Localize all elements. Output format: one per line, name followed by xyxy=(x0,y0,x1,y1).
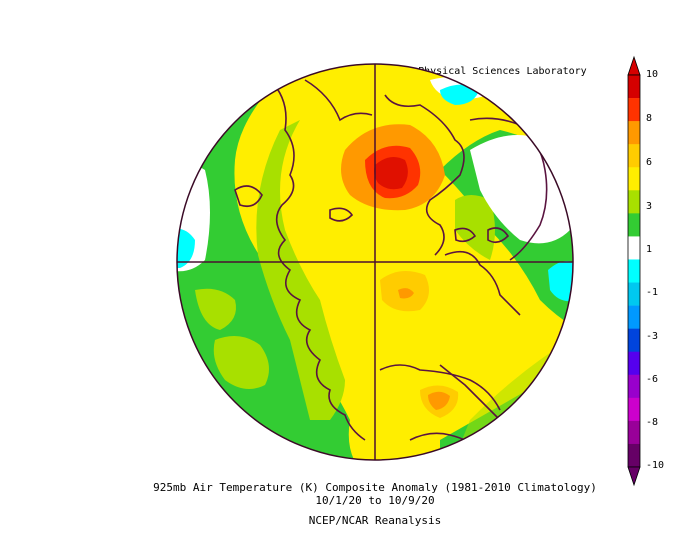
colorbar-segment xyxy=(628,167,640,191)
colorbar-segment xyxy=(628,213,640,237)
coast-alaska xyxy=(379,364,501,411)
colorbar-segment xyxy=(628,420,640,445)
colorbar-segment xyxy=(628,144,640,168)
coast-island-1 xyxy=(234,185,263,208)
colorbar-label: -10 xyxy=(646,460,665,471)
colorbar-label: 6 xyxy=(646,157,653,168)
coast-west xyxy=(269,79,366,441)
cyan-top-patch xyxy=(440,84,480,105)
colorbar-segment xyxy=(628,259,640,283)
lime-east-patch xyxy=(455,195,495,260)
colorbar-label: -8 xyxy=(646,417,659,428)
coast-arctic-islands xyxy=(444,250,521,316)
orange-center-core xyxy=(398,288,414,299)
map-title: 925mb Air Temperature (K) Composite Anom… xyxy=(153,481,597,494)
colorbar-top-arrow xyxy=(627,55,641,76)
colorbar-label: 1 xyxy=(646,244,653,255)
coastlines xyxy=(234,79,548,451)
lime-band xyxy=(256,120,345,420)
colorbar-label: 3 xyxy=(646,201,653,212)
colorbar-label: 8 xyxy=(646,113,653,124)
colorbar-segment xyxy=(628,443,640,468)
map-source: NCEP/NCAR Reanalysis xyxy=(308,514,442,527)
colorbar-segment xyxy=(628,236,640,260)
credit-label: NOAA Physical Sciences Laboratory xyxy=(388,66,587,77)
colorbar-segment xyxy=(628,121,640,145)
colorbar-segment xyxy=(628,374,640,399)
colorbar-segment xyxy=(628,190,640,214)
colorbar-label: -3 xyxy=(646,331,659,342)
colorbar-label: 10 xyxy=(646,69,659,80)
globe-outline xyxy=(176,63,574,461)
border-line xyxy=(439,364,501,421)
coast-greenland xyxy=(384,94,465,256)
colorbar-segment xyxy=(628,305,640,329)
colorbar-segment xyxy=(628,75,640,99)
colorbar-bottom-arrow xyxy=(627,466,641,487)
orange-south-core xyxy=(428,391,450,410)
colorbar-segment xyxy=(628,351,640,376)
colorbar-segment xyxy=(628,98,640,122)
lime-west-patch xyxy=(213,336,269,389)
cyan-west-patch xyxy=(177,228,195,268)
colorbar-segments xyxy=(627,74,641,468)
colorbar-label: -6 xyxy=(646,374,659,385)
colorbar xyxy=(627,55,641,487)
coast-norway xyxy=(304,79,373,122)
colorbar-label: -1 xyxy=(646,287,659,298)
colorbar-segment xyxy=(628,328,640,353)
coast-baffin xyxy=(469,117,548,261)
red-core xyxy=(374,156,408,190)
coast-island-2 xyxy=(329,207,354,222)
map-date-range: 10/1/20 to 10/9/20 xyxy=(315,494,435,507)
lime-west-patch-2 xyxy=(195,288,236,330)
coast-island-4 xyxy=(487,227,510,244)
colorbar-segment xyxy=(628,282,640,306)
coast-island-3 xyxy=(454,227,477,243)
colorbar-segment xyxy=(628,397,640,422)
